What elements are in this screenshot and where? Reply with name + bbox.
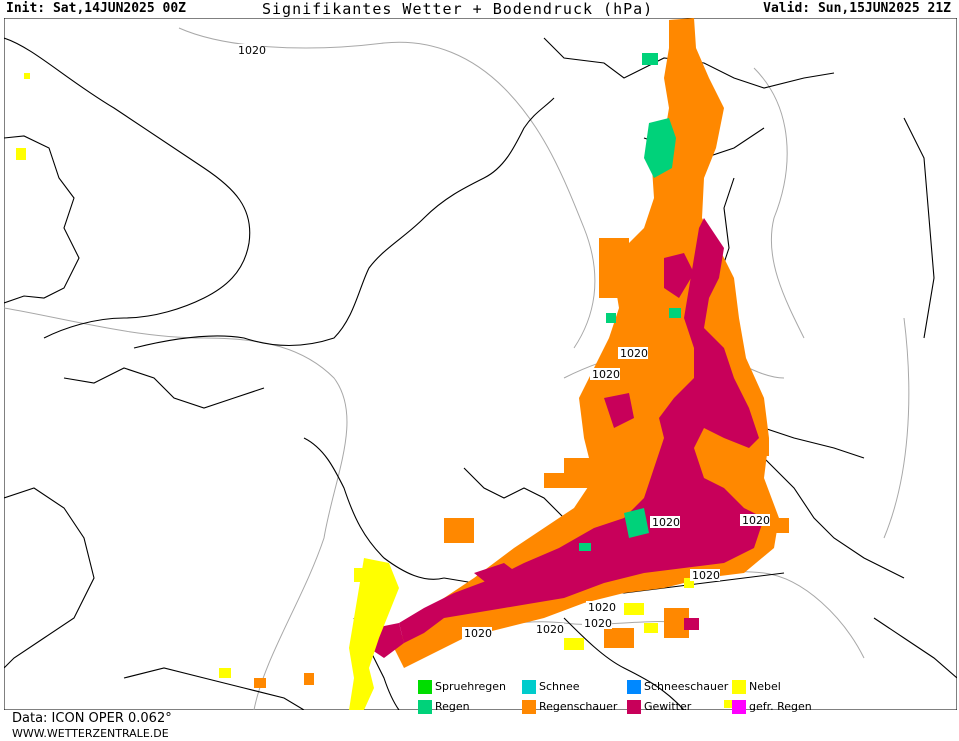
valid-time: Valid: Sun,15JUN2025 21Z xyxy=(763,1,951,16)
isobar-label: 1020 xyxy=(592,368,620,381)
legend-swatch xyxy=(522,700,536,714)
weather-map: 1020 1020 1020 1020 1020 1020 1020 1020 … xyxy=(4,18,957,710)
isobar-label: 1020 xyxy=(588,601,616,614)
legend-label: Regen xyxy=(435,700,470,713)
legend-swatch xyxy=(418,680,432,694)
init-time: Init: Sat,14JUN2025 00Z xyxy=(6,1,187,16)
isobar-label: 1020 xyxy=(620,347,648,360)
legend-label: Spruehregen xyxy=(435,680,506,693)
legend-swatch xyxy=(732,680,746,694)
legend-label: Schnee xyxy=(539,680,580,693)
legend-swatch xyxy=(732,700,746,714)
legend-label: Regenschauer xyxy=(539,700,618,713)
isobar-label: 1020 xyxy=(238,44,266,57)
legend-swatch xyxy=(522,680,536,694)
legend-label: Schneeschauer xyxy=(644,680,729,693)
isobar-label: 1020 xyxy=(652,516,680,529)
legend-swatch xyxy=(418,700,432,714)
legend-label: gefr. Regen xyxy=(749,700,812,713)
isobar-label: 1020 xyxy=(464,627,492,640)
isobar-label: 1020 xyxy=(742,514,770,527)
isobar-label-group: 1020 1020 1020 1020 1020 1020 1020 1020 … xyxy=(236,44,770,640)
legend-label: Nebel xyxy=(749,680,781,693)
isobar-label: 1020 xyxy=(584,617,612,630)
site-url: WWW.WETTERZENTRALE.DE xyxy=(12,727,169,740)
legend-swatch xyxy=(627,680,641,694)
map-title: Signifikantes Wetter + Bodendruck (hPa) xyxy=(262,0,654,18)
legend-label: Gewitter xyxy=(644,700,692,713)
precipitation-areas xyxy=(16,18,789,710)
isobar-label: 1020 xyxy=(692,569,720,582)
legend-swatch xyxy=(627,700,641,714)
data-source: Data: ICON OPER 0.062° xyxy=(12,711,172,726)
isobar-label: 1020 xyxy=(536,623,564,636)
